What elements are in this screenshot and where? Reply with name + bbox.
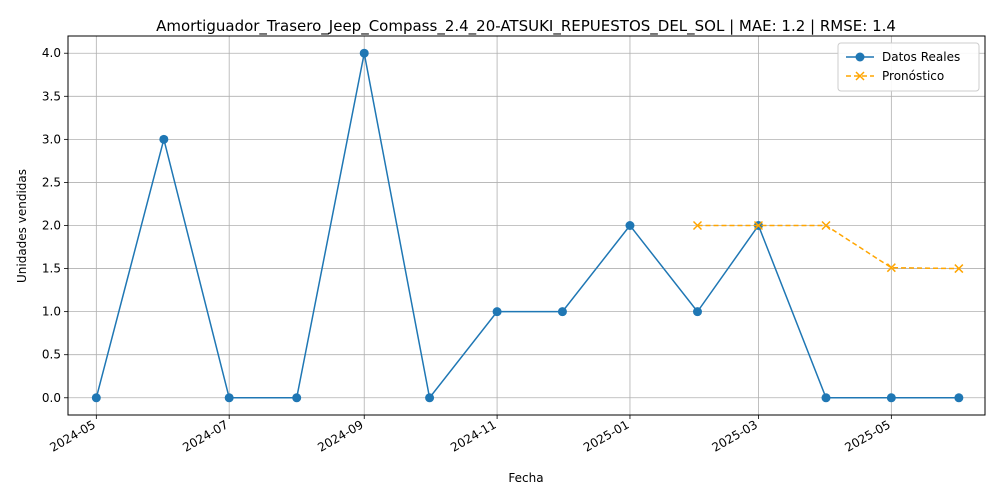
data-point-datos-reales bbox=[224, 393, 234, 403]
x-axis-label: Fecha bbox=[508, 471, 543, 485]
data-point-datos-reales bbox=[625, 221, 635, 230]
legend: Datos Reales Pronóstico bbox=[837, 42, 980, 92]
y-tick-label: 3.0 bbox=[42, 132, 61, 146]
y-tick-label: 0.0 bbox=[42, 391, 61, 405]
y-tick-label: 3.5 bbox=[42, 89, 61, 103]
data-point-datos-reales bbox=[886, 393, 896, 403]
y-tick-label: 0.5 bbox=[42, 348, 61, 362]
y-axis-label: Unidades vendidas bbox=[15, 169, 29, 283]
series-group bbox=[91, 48, 964, 403]
legend-marker-pronostico bbox=[855, 71, 865, 81]
data-point-datos-reales bbox=[692, 307, 702, 317]
data-point-pronostico bbox=[753, 220, 764, 231]
data-point-pronostico bbox=[821, 220, 831, 231]
data-point-pronostico bbox=[954, 264, 964, 274]
data-point-datos-reales bbox=[292, 393, 302, 403]
data-point-pronostico bbox=[886, 263, 896, 273]
data-point-datos-reales bbox=[159, 134, 169, 144]
series-line-datos-reales bbox=[95, 53, 959, 400]
legend-label-pronostico: Pronóstico bbox=[882, 69, 944, 83]
data-point-datos-reales bbox=[492, 307, 502, 317]
data-point-datos-reales bbox=[425, 393, 435, 403]
legend-box bbox=[837, 42, 980, 92]
data-point-pronostico bbox=[692, 220, 703, 231]
y-tick-label: 1.5 bbox=[42, 262, 61, 276]
data-point-datos-reales bbox=[557, 307, 567, 317]
data-point-datos-reales bbox=[954, 393, 964, 403]
data-point-datos-reales bbox=[91, 393, 101, 403]
legend-label-datos-reales: Datos Reales bbox=[882, 50, 960, 64]
data-point-datos-reales bbox=[359, 48, 369, 58]
y-tick-label: 2.0 bbox=[42, 219, 61, 233]
chart-title: Amortiguador_Trasero_Jeep_Compass_2.4_20… bbox=[156, 17, 896, 36]
y-tick-label: 4.0 bbox=[42, 46, 61, 60]
data-point-datos-reales bbox=[821, 393, 831, 403]
y-tick-label: 1.0 bbox=[42, 305, 61, 319]
y-tick-label: 2.5 bbox=[42, 175, 61, 189]
legend-marker-datos-reales bbox=[855, 52, 865, 62]
